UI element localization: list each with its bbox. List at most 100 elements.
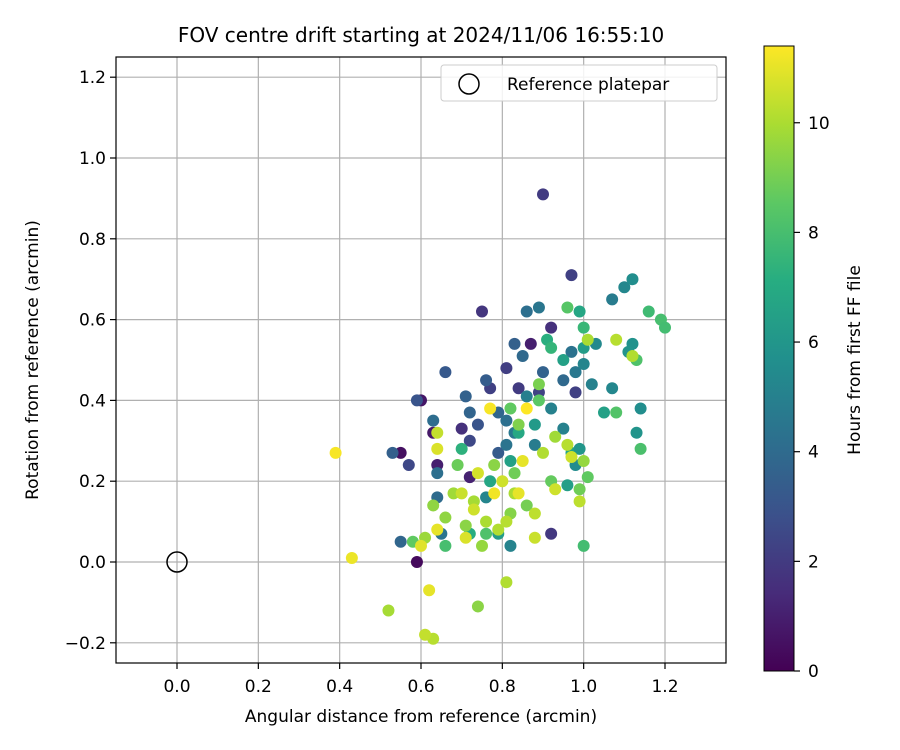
y-tick-label: 0.0 — [79, 553, 106, 573]
data-point — [557, 354, 570, 366]
colorbar: 0 2 4 6 8 10 Hours from first FF file — [763, 45, 865, 682]
legend-marker — [458, 73, 480, 95]
y-axis-ticks: −0.2 0.0 0.2 0.4 0.6 0.8 1.0 1.2 — [65, 68, 116, 654]
x-axis-label: Angular distance from reference (arcmin) — [245, 707, 597, 727]
data-point — [598, 406, 610, 419]
data-point — [431, 442, 444, 455]
data-point — [480, 515, 493, 528]
legend-label: Reference platepar — [507, 75, 669, 95]
data-point — [476, 539, 488, 552]
y-tick-label: 0.6 — [79, 311, 106, 331]
y-tick-label: 0.8 — [79, 230, 106, 250]
data-point — [480, 374, 493, 387]
reference-platepar-marker — [166, 551, 188, 573]
data-point — [557, 374, 570, 387]
data-point — [471, 418, 484, 431]
data-point — [471, 600, 484, 613]
data-point — [455, 442, 468, 455]
data-point — [386, 446, 399, 459]
data-point — [516, 455, 529, 467]
data-point — [504, 455, 517, 467]
data-point — [524, 337, 537, 350]
data-point — [606, 382, 619, 395]
data-point — [618, 281, 631, 294]
scatter-points — [329, 188, 671, 645]
data-point — [467, 503, 480, 516]
data-point — [626, 349, 639, 362]
data-point — [500, 576, 513, 589]
x-axis-ticks: 0.0 0.2 0.4 0.6 0.8 1.0 1.2 — [163, 663, 679, 697]
data-point — [516, 349, 529, 362]
data-point — [630, 426, 643, 439]
colorbar-tick-label: 0 — [808, 662, 819, 682]
data-point — [569, 366, 582, 379]
data-point — [471, 467, 484, 480]
colorbar-gradient — [763, 45, 795, 672]
x-tick-label: 0.0 — [163, 677, 190, 697]
data-point — [382, 604, 395, 617]
x-tick-label: 0.4 — [326, 677, 353, 697]
data-point — [520, 305, 533, 318]
data-point — [419, 628, 432, 641]
x-tick-label: 0.2 — [245, 677, 272, 697]
y-tick-label: −0.2 — [65, 634, 106, 654]
colorbar-tick-label: 2 — [808, 552, 819, 572]
data-point — [504, 539, 517, 552]
data-point — [549, 483, 562, 496]
data-point — [528, 438, 541, 451]
data-point — [423, 584, 436, 597]
data-point — [508, 467, 521, 480]
data-point — [537, 446, 549, 459]
data-point — [573, 495, 586, 508]
data-point — [484, 475, 497, 488]
data-point — [329, 446, 342, 459]
data-point — [659, 321, 671, 334]
data-point — [439, 511, 452, 524]
colorbar-tick-label: 10 — [808, 114, 830, 134]
data-point — [537, 188, 549, 201]
data-point — [581, 471, 594, 484]
data-point — [476, 305, 488, 318]
data-point — [463, 434, 476, 447]
data-point — [561, 438, 574, 451]
data-point — [496, 475, 509, 488]
data-point — [488, 487, 501, 500]
data-point — [394, 535, 407, 548]
x-tick-label: 1.2 — [651, 677, 678, 697]
data-point — [427, 414, 440, 427]
colorbar-tick-label: 4 — [808, 443, 819, 463]
x-tick-label: 1.0 — [570, 677, 597, 697]
data-point — [459, 519, 472, 532]
data-point — [492, 523, 505, 536]
data-point — [565, 450, 578, 463]
data-point — [577, 358, 590, 371]
data-point — [520, 390, 533, 403]
data-point — [459, 390, 472, 403]
data-point — [626, 273, 639, 286]
data-point — [504, 402, 517, 415]
data-point — [577, 455, 590, 467]
data-point — [634, 442, 647, 455]
data-point — [532, 394, 545, 407]
data-point — [484, 402, 497, 415]
legend: Reference platepar — [440, 64, 718, 102]
colorbar-label: Hours from first FF file — [845, 265, 865, 455]
data-point — [537, 366, 549, 379]
data-point — [345, 551, 358, 564]
data-point — [500, 515, 513, 528]
data-point — [549, 430, 562, 443]
data-point — [500, 362, 513, 375]
data-point — [431, 467, 444, 480]
data-point — [439, 366, 452, 379]
data-point — [520, 402, 533, 415]
data-point — [573, 305, 586, 318]
data-point — [463, 406, 476, 419]
data-point — [532, 301, 545, 314]
data-point — [528, 507, 541, 520]
data-point — [410, 556, 423, 568]
data-point — [606, 293, 619, 306]
colorbar-ticks: 0 2 4 6 8 10 — [794, 114, 830, 682]
data-point — [569, 386, 582, 399]
data-point — [431, 426, 444, 439]
